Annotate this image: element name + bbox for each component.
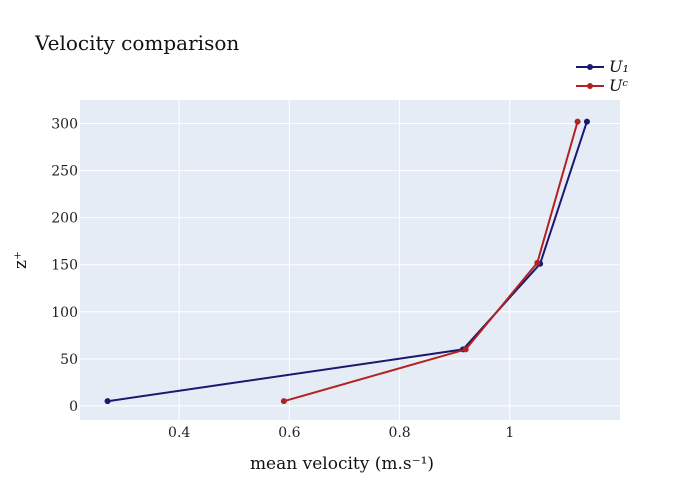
y-tick-label: 100 [51, 305, 78, 321]
y-tick-label: 250 [51, 164, 78, 180]
y-axis-label: z⁺ [11, 251, 31, 269]
legend-marker [587, 83, 593, 89]
y-tick-label: 200 [51, 211, 78, 227]
data-point [104, 398, 111, 405]
x-tick-label: 0.8 [388, 425, 410, 441]
data-point [462, 346, 469, 353]
data-point [583, 118, 590, 125]
grid [80, 100, 620, 420]
legend-item-1[interactable]: U₁ [576, 57, 629, 76]
series-layer [104, 118, 590, 405]
legend-label: Uᶜ [609, 76, 628, 95]
series-2 [280, 118, 581, 405]
tick-labels: 0.4 0.6 0.8 1 0 50 100 150 200 250 300 [51, 117, 514, 441]
chart-title: Velocity comparison [34, 31, 239, 55]
legend-marker [587, 64, 593, 70]
x-axis-label: mean velocity (m.s⁻¹) [250, 454, 434, 474]
x-tick-label: 1 [505, 425, 514, 441]
series-line [283, 121, 579, 403]
y-tick-label: 50 [60, 352, 78, 368]
data-point [280, 398, 287, 405]
legend-item-2[interactable]: Uᶜ [576, 76, 628, 95]
x-tick-label: 0.6 [278, 425, 300, 441]
legend-label: U₁ [609, 57, 629, 76]
data-point [534, 259, 541, 266]
x-tick-label: 0.4 [168, 425, 190, 441]
y-tick-label: 150 [51, 258, 78, 274]
data-point [574, 118, 581, 125]
y-tick-label: 300 [51, 117, 78, 133]
y-tick-label: 0 [69, 399, 78, 415]
